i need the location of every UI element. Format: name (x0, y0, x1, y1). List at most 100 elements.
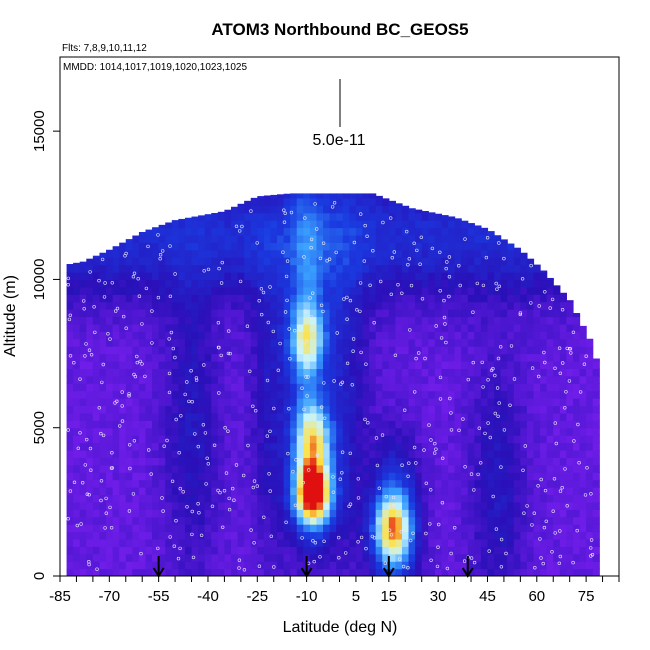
heatmap-cell (342, 412, 350, 421)
obs-dot (110, 451, 114, 455)
heatmap-cell (362, 487, 370, 496)
heatmap-cell (152, 553, 160, 562)
obs-dot (487, 549, 491, 553)
heatmap-cell (152, 309, 160, 318)
heatmap-cell (138, 390, 147, 399)
heatmap-cell (290, 264, 298, 273)
heatmap-cell (165, 383, 173, 392)
heatmap-cell (132, 323, 140, 332)
heatmap-cell (375, 375, 383, 384)
obs-dot (564, 390, 568, 394)
heatmap-cell (191, 487, 199, 496)
heatmap-cell (224, 398, 232, 407)
heatmap-cell (395, 323, 403, 332)
obs-dot (300, 386, 304, 390)
heatmap-cell (198, 215, 206, 221)
heatmap-cell (546, 277, 554, 281)
heatmap-cell (165, 227, 173, 236)
heatmap-cell (428, 212, 436, 214)
heatmap-cell (191, 561, 199, 570)
heatmap-cell (237, 420, 245, 429)
heatmap-cell (401, 234, 410, 243)
heatmap-cell (244, 449, 252, 458)
heatmap-cell (270, 220, 278, 229)
heatmap-cell (375, 286, 383, 295)
heatmap-cell (132, 383, 140, 392)
heatmap-cell (342, 331, 350, 340)
heatmap-cell (434, 286, 443, 295)
heatmap-cell (586, 420, 594, 429)
heatmap-cell (395, 420, 403, 429)
heatmap-cell (480, 546, 489, 555)
obs-dot (497, 241, 501, 245)
heatmap-cell (165, 501, 173, 510)
heatmap-cell (441, 390, 449, 399)
heatmap-cell (198, 442, 206, 451)
heatmap-cell (572, 368, 581, 377)
heatmap-cell (415, 331, 423, 340)
obs-dot (183, 392, 187, 397)
heatmap-cell (204, 214, 212, 221)
heatmap-cell (244, 264, 252, 273)
heatmap-cell (230, 286, 239, 295)
heatmap-cell (73, 301, 81, 310)
heatmap-cell (230, 531, 239, 540)
heatmap-cell (270, 316, 278, 325)
heatmap-cell (474, 225, 482, 229)
heatmap-cell (309, 264, 318, 273)
heatmap-cell (283, 516, 291, 525)
heatmap-cell (250, 553, 258, 562)
heatmap-cell (145, 435, 153, 444)
heatmap-cell (329, 360, 337, 369)
heatmap-cell (270, 435, 278, 444)
heatmap-cell (349, 205, 357, 214)
heatmap-cell (421, 405, 429, 414)
heatmap-cell (434, 435, 443, 444)
heatmap-cell (86, 316, 94, 325)
heatmap-cell (467, 301, 475, 310)
heatmap-cell (79, 531, 87, 540)
heatmap-cell (461, 301, 469, 310)
heatmap-cell (132, 286, 140, 295)
heatmap-cell (125, 457, 133, 466)
heatmap-cell (421, 390, 429, 399)
heatmap-cell (119, 346, 127, 355)
heatmap-cell (592, 531, 600, 540)
heatmap-cell (283, 494, 291, 503)
heatmap-cell (434, 383, 443, 392)
heatmap-cell (230, 561, 239, 570)
heatmap-cell (533, 442, 541, 451)
heatmap-cell (66, 442, 74, 451)
heatmap-cell (184, 257, 193, 266)
heatmap-cell (224, 209, 232, 214)
heatmap-cell (487, 234, 495, 243)
heatmap-cell (106, 420, 114, 429)
obs-dot (282, 208, 286, 212)
heatmap-cell (283, 472, 291, 481)
heatmap-cell (106, 257, 114, 266)
obs-dot (377, 486, 381, 490)
heatmap-cell (546, 531, 554, 540)
obs-dot (89, 468, 93, 472)
heatmap-cell (546, 279, 554, 288)
obs-dot (389, 216, 393, 220)
heatmap-cell (355, 509, 364, 518)
heatmap-cell (421, 561, 429, 570)
heatmap-cell (191, 538, 199, 547)
heatmap-cell (112, 301, 120, 310)
heatmap-cell (553, 464, 561, 473)
heatmap-cell (553, 472, 561, 481)
heatmap-cell (66, 479, 74, 488)
obs-dot (318, 555, 322, 559)
heatmap-cell (566, 524, 574, 533)
heatmap-cell (277, 375, 285, 384)
heatmap-cell (244, 561, 252, 570)
heatmap-cell (487, 383, 495, 392)
heatmap-cell (152, 264, 160, 273)
heatmap-cell (362, 360, 370, 369)
heatmap-cell (454, 234, 462, 243)
heatmap-cell (388, 479, 396, 488)
heatmap-cell (572, 427, 581, 436)
heatmap-cell (336, 368, 344, 377)
heatmap-cell (230, 309, 239, 318)
